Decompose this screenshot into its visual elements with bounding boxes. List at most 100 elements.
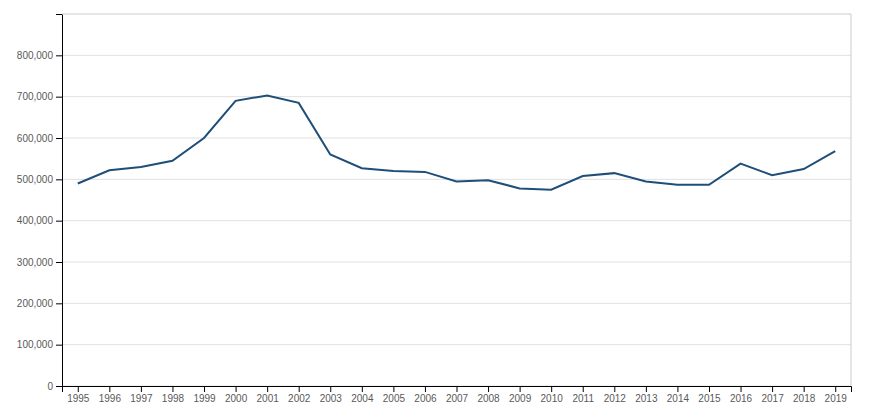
grid-line	[62, 220, 851, 221]
tick-label: 200,000	[17, 298, 54, 309]
tick-mark	[299, 386, 300, 392]
tick-label: 2015	[698, 393, 721, 404]
tick: 2001	[257, 386, 280, 404]
tick-label: 2004	[351, 393, 374, 404]
tick: 1996	[99, 386, 122, 404]
tick-label: 100,000	[17, 339, 54, 350]
tick-label: 500,000	[17, 174, 54, 185]
tick-mark	[393, 386, 394, 392]
tick: 1995	[67, 386, 90, 404]
tick: 2017	[761, 386, 784, 404]
tick-label: 2014	[667, 393, 690, 404]
tick: 2012	[604, 386, 627, 404]
tick-label: 600,000	[17, 133, 54, 144]
tick: 2016	[730, 386, 753, 404]
y-axis: 0 100,000 200,000 300,000 400,000 500,000 600,…	[17, 15, 63, 392]
tick-mark	[583, 386, 584, 392]
tick: 200,000	[17, 298, 62, 309]
grid-line	[62, 138, 851, 139]
marks	[78, 95, 835, 189]
tick: 2008	[477, 386, 500, 404]
tick: 2010	[541, 386, 564, 404]
tick-label: 2006	[414, 393, 437, 404]
tick: 2005	[383, 386, 406, 404]
tick-mark	[172, 386, 173, 392]
grid-line	[62, 303, 851, 304]
tick-mark	[330, 386, 331, 392]
tick-mark	[835, 386, 836, 392]
tick-label: 1999	[193, 393, 216, 404]
tick-label: 2013	[635, 393, 658, 404]
tick-mark	[56, 221, 62, 222]
tick-mark	[425, 386, 426, 392]
tick: 2006	[414, 386, 437, 404]
frame	[62, 14, 851, 15]
tick-label: 2007	[446, 393, 469, 404]
tick-mark	[488, 386, 489, 392]
tick: 300,000	[17, 257, 62, 268]
tick: 0	[47, 381, 62, 392]
tick: 2018	[793, 386, 816, 404]
tick: 2003	[320, 386, 343, 404]
tick-mark	[709, 386, 710, 392]
x-axis: 1995199619971998199920002001200220032004…	[63, 386, 852, 404]
tick-mark	[804, 386, 805, 392]
tick-mark	[56, 303, 62, 304]
tick: 2019	[825, 386, 848, 404]
tick: 2011	[572, 386, 594, 404]
tick-mark	[78, 386, 79, 392]
tick-label: 1995	[67, 393, 90, 404]
grid-line	[62, 344, 851, 345]
tick: 2009	[509, 386, 532, 404]
tick-mark	[141, 386, 142, 392]
tick-mark	[204, 386, 205, 392]
tick-mark	[56, 262, 62, 263]
tick: 2002	[288, 386, 311, 404]
tick: 2000	[225, 386, 248, 404]
tick: 400,000	[17, 215, 62, 226]
tick: 2007	[446, 386, 469, 404]
tick: 2015	[698, 386, 721, 404]
line	[78, 95, 835, 189]
tick-label: 2003	[320, 393, 343, 404]
tick-mark	[56, 138, 62, 139]
tick-label: 2005	[383, 393, 406, 404]
frame	[851, 14, 852, 386]
tick-label: 300,000	[17, 257, 54, 268]
tick-mark	[109, 386, 110, 392]
tick-mark	[646, 386, 647, 392]
tick-label: 2011	[572, 393, 594, 404]
tick-label: 2002	[288, 393, 311, 404]
tick: 500,000	[17, 174, 62, 185]
tick-label: 2012	[604, 393, 627, 404]
tick-mark	[56, 386, 62, 387]
tick-label: 2017	[761, 393, 784, 404]
grid-line	[62, 179, 851, 180]
tick-mark	[677, 386, 678, 392]
tick-label: 2009	[509, 393, 532, 404]
tick-label: 800,000	[17, 50, 54, 61]
tick: 1999	[193, 386, 216, 404]
tick-mark	[267, 386, 268, 392]
tick-label: 0	[47, 381, 53, 392]
tick-mark	[520, 386, 521, 392]
chart: 1995199619971998199920002001200220032004…	[0, 0, 869, 416]
tick: 2013	[635, 386, 658, 404]
tick-label: 700,000	[17, 91, 54, 102]
tick-mark	[236, 386, 237, 392]
axis-line	[56, 15, 63, 387]
tick-label: 2001	[257, 393, 280, 404]
tick: 2014	[667, 386, 690, 404]
tick-label: 2018	[793, 393, 816, 404]
tick-label: 2008	[477, 393, 500, 404]
tick-label: 2019	[825, 393, 848, 404]
tick-mark	[614, 386, 615, 392]
tick-mark	[551, 386, 552, 392]
tick: 700,000	[17, 91, 62, 102]
tick-label: 1997	[130, 393, 153, 404]
tick-mark	[457, 386, 458, 392]
tick-mark	[772, 386, 773, 392]
tick-label: 400,000	[17, 215, 54, 226]
tick-mark	[56, 179, 62, 180]
grid-line	[62, 55, 851, 56]
